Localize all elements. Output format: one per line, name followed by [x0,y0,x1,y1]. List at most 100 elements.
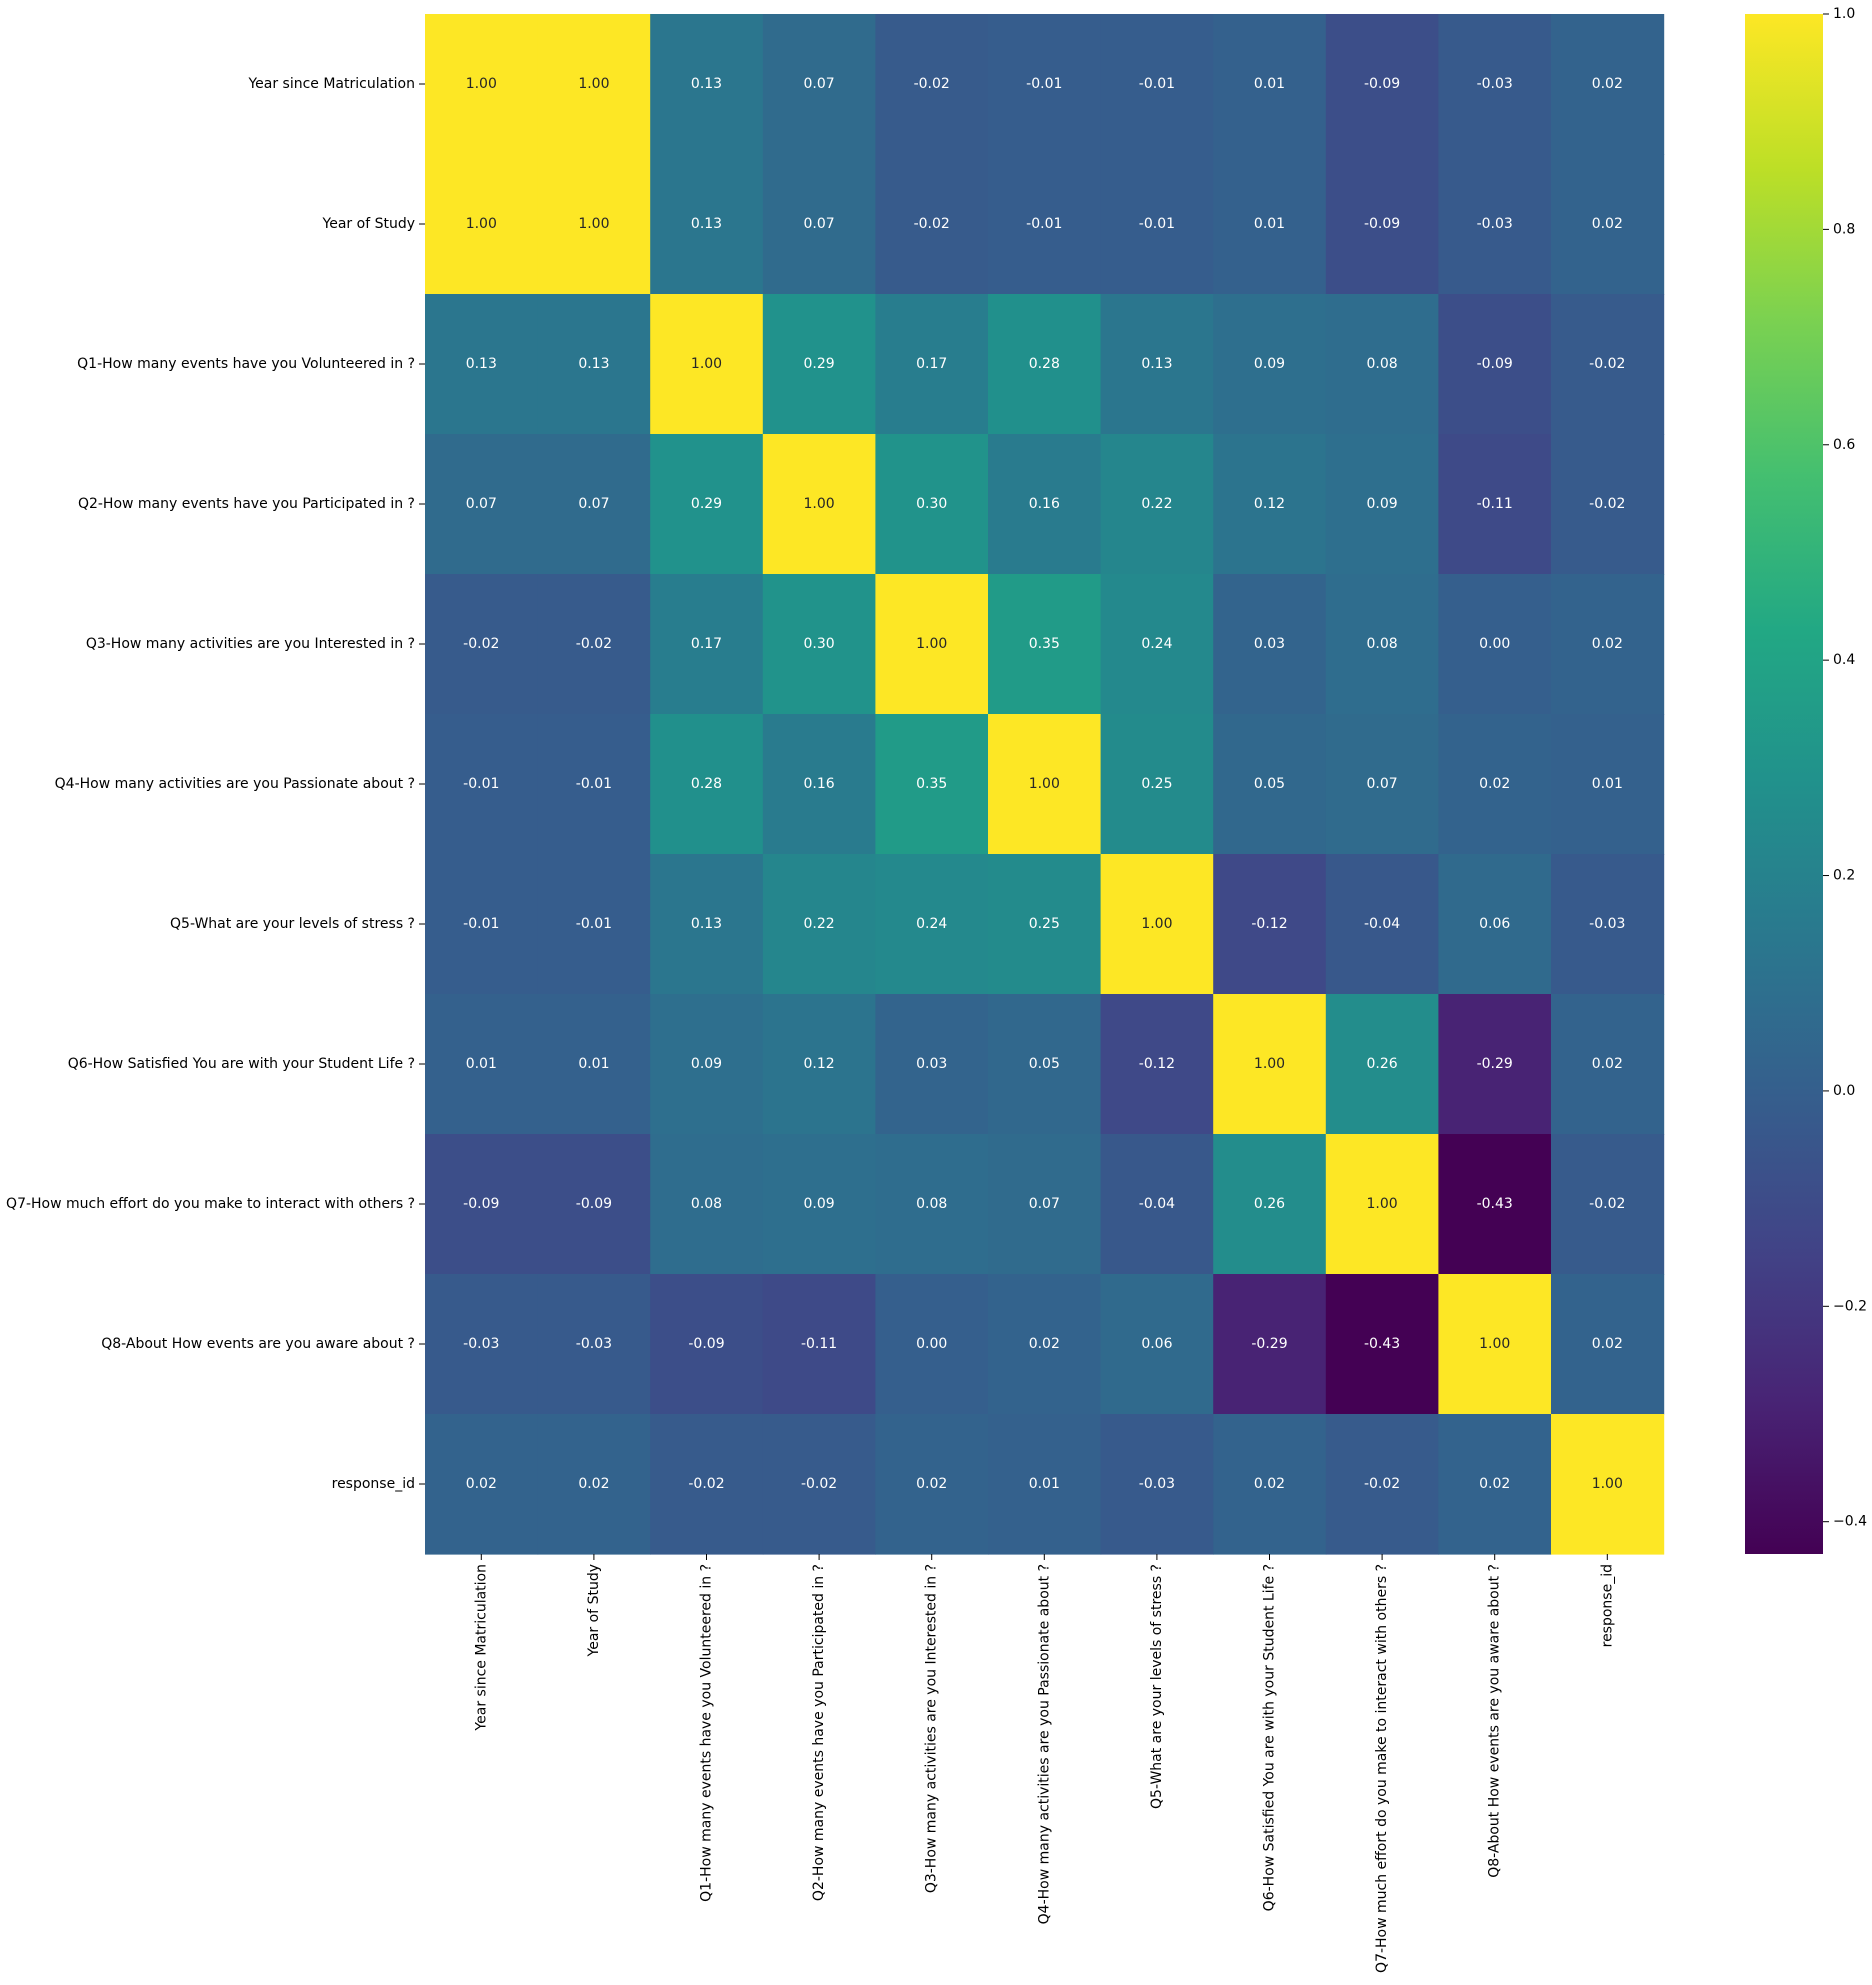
heatmap-cell-value: -0.12 [1139,1056,1175,1072]
heatmap-cell-value: 1.00 [916,636,947,652]
heatmap-cell-value: 0.13 [1141,356,1172,372]
heatmap-cell [875,1134,989,1275]
heatmap-cell-value: 0.03 [1254,636,1285,652]
heatmap-cell [1438,1274,1552,1415]
heatmap-cell [425,1134,539,1275]
colorbar-tick-label: −0.4 [1833,1514,1867,1530]
heatmap-cell-value: -0.29 [1251,1336,1287,1352]
heatmap-cell-value: 0.26 [1254,1196,1285,1212]
heatmap-cell [537,574,651,715]
heatmap-cell-value: 1.00 [1367,1196,1398,1212]
heatmap-cell [988,1274,1102,1415]
heatmap-cell [762,434,876,575]
heatmap-cell-value: -0.01 [463,916,499,932]
heatmap-cell [762,14,876,155]
heatmap-cell-value: 0.07 [1029,1196,1060,1212]
colorbar-tick-label: 1.0 [1833,6,1855,22]
heatmap-cell-value: 0.08 [916,1196,947,1212]
heatmap-cell-value: 0.07 [578,496,609,512]
heatmap-cell [1100,1274,1214,1415]
heatmap-cell [650,574,764,715]
x-tick-label: Q8-About How events are you aware about … [1487,1564,1503,1878]
heatmap-cell-value: 0.22 [804,916,835,932]
heatmap-cell [875,434,989,575]
x-tick-label: Q7-How much effort do you make to intera… [1374,1564,1390,1973]
heatmap-cell [1213,154,1327,295]
y-tick-label: Q5-What are your levels of stress ? [170,916,415,932]
heatmap-cell-value: 0.09 [691,1056,722,1072]
heatmap-cell [762,1134,876,1275]
colorbar-tick-label: 0.4 [1833,652,1855,668]
heatmap-cell-value: -0.43 [1477,1196,1513,1212]
heatmap-cell [1438,854,1552,995]
heatmap-cell [1325,1414,1439,1555]
x-tick-label: Q3-How many activities are you Intereste… [924,1564,940,1893]
heatmap-cell-value: 0.00 [916,1336,947,1352]
heatmap-cell [650,154,764,295]
heatmap-cell-value: 0.02 [1592,1336,1623,1352]
heatmap-cell-value: 0.35 [1029,636,1060,652]
x-tick-label: Q6-How Satisfied You are with your Stude… [1262,1564,1278,1911]
heatmap-cell [1100,154,1214,295]
heatmap-cell-value: 0.02 [916,1476,947,1492]
heatmap-cell-value: -0.11 [1477,496,1513,512]
heatmap-cell-value: 0.02 [1029,1336,1060,1352]
heatmap-cell-value: -0.43 [1364,1336,1400,1352]
heatmap-cell-value: 0.12 [804,1056,835,1072]
heatmap-cell-value: 0.02 [1254,1476,1285,1492]
heatmap-cell-value: -0.01 [1026,76,1062,92]
heatmap-cell [1325,994,1439,1135]
heatmap-cell [1438,1134,1552,1275]
x-tick-label: response_id [1599,1564,1615,1647]
colorbar-tick-label: 0.2 [1833,868,1855,884]
heatmap-cell [1213,574,1327,715]
heatmap-cell [425,574,539,715]
heatmap-cell [537,434,651,575]
heatmap-cell-value: -0.03 [1477,76,1513,92]
heatmap-cell-value: 1.00 [1029,776,1060,792]
heatmap-cell [762,1414,876,1555]
heatmap-cell-value: 0.02 [578,1476,609,1492]
colorbar-tick-label: 0.0 [1833,1083,1855,1099]
heatmap-cell-value: -0.29 [1477,1056,1513,1072]
heatmap-cell [875,574,989,715]
y-axis-tick-labels: Year since Matriculation Year of Study Q1-… [6,76,425,1492]
heatmap-cell-value: 1.00 [578,76,609,92]
heatmap-cell-value: -0.02 [1364,1476,1400,1492]
heatmap-cell [1325,14,1439,155]
heatmap-cell [1213,14,1327,155]
heatmap-cell-value: 0.22 [1141,496,1172,512]
x-axis-tick-labels: Year since Matriculation Year of Study Q1-… [473,1554,1615,1973]
heatmap-cell [1551,14,1665,155]
heatmap-cell [650,1414,764,1555]
heatmap-cell-value: 0.13 [466,356,497,372]
heatmap-cell-value: -0.01 [1139,76,1175,92]
colorbar: −0.4 −0.2 0.0 0.2 0.4 0.6 0.8 1.0 [1745,6,1867,1554]
heatmap-cell-labels: 1.00 1.00 0.13 0.07 -0.02 -0.01 -0.01 0.01 -0.09… [463,76,1625,1492]
heatmap-cell-value: 0.05 [1254,776,1285,792]
heatmap-cell-value: 0.12 [1254,496,1285,512]
x-tick-label: Year of Study [586,1564,602,1657]
heatmap-cell [1213,294,1327,435]
heatmap-cell-value: 1.00 [1479,1336,1510,1352]
colorbar-tick-label: 0.8 [1833,221,1855,237]
heatmap-cell [537,1274,651,1415]
heatmap-cell-value: -0.02 [914,216,950,232]
heatmap-cell [875,1274,989,1415]
heatmap-cell-value: 0.08 [691,1196,722,1212]
heatmap-cell [537,14,651,155]
heatmap-cell [425,854,539,995]
heatmap-cell-value: -0.01 [463,776,499,792]
x-tick-label: Q5-What are your levels of stress ? [1149,1564,1165,1809]
heatmap-cell-value: 0.02 [1479,1476,1510,1492]
heatmap-cell-value: 0.16 [1029,496,1060,512]
heatmap-cell [762,154,876,295]
heatmap-cell-value: 0.35 [916,776,947,792]
heatmap-cell [1100,14,1214,155]
heatmap-cell-value: 0.29 [691,496,722,512]
heatmap-cell-value: 0.25 [1141,776,1172,792]
heatmap-cell-value: -0.04 [1139,1196,1175,1212]
heatmap-cell-value: 0.00 [1479,636,1510,652]
heatmap-cell-value: -0.03 [1477,216,1513,232]
heatmap-cell-value: 1.00 [804,496,835,512]
